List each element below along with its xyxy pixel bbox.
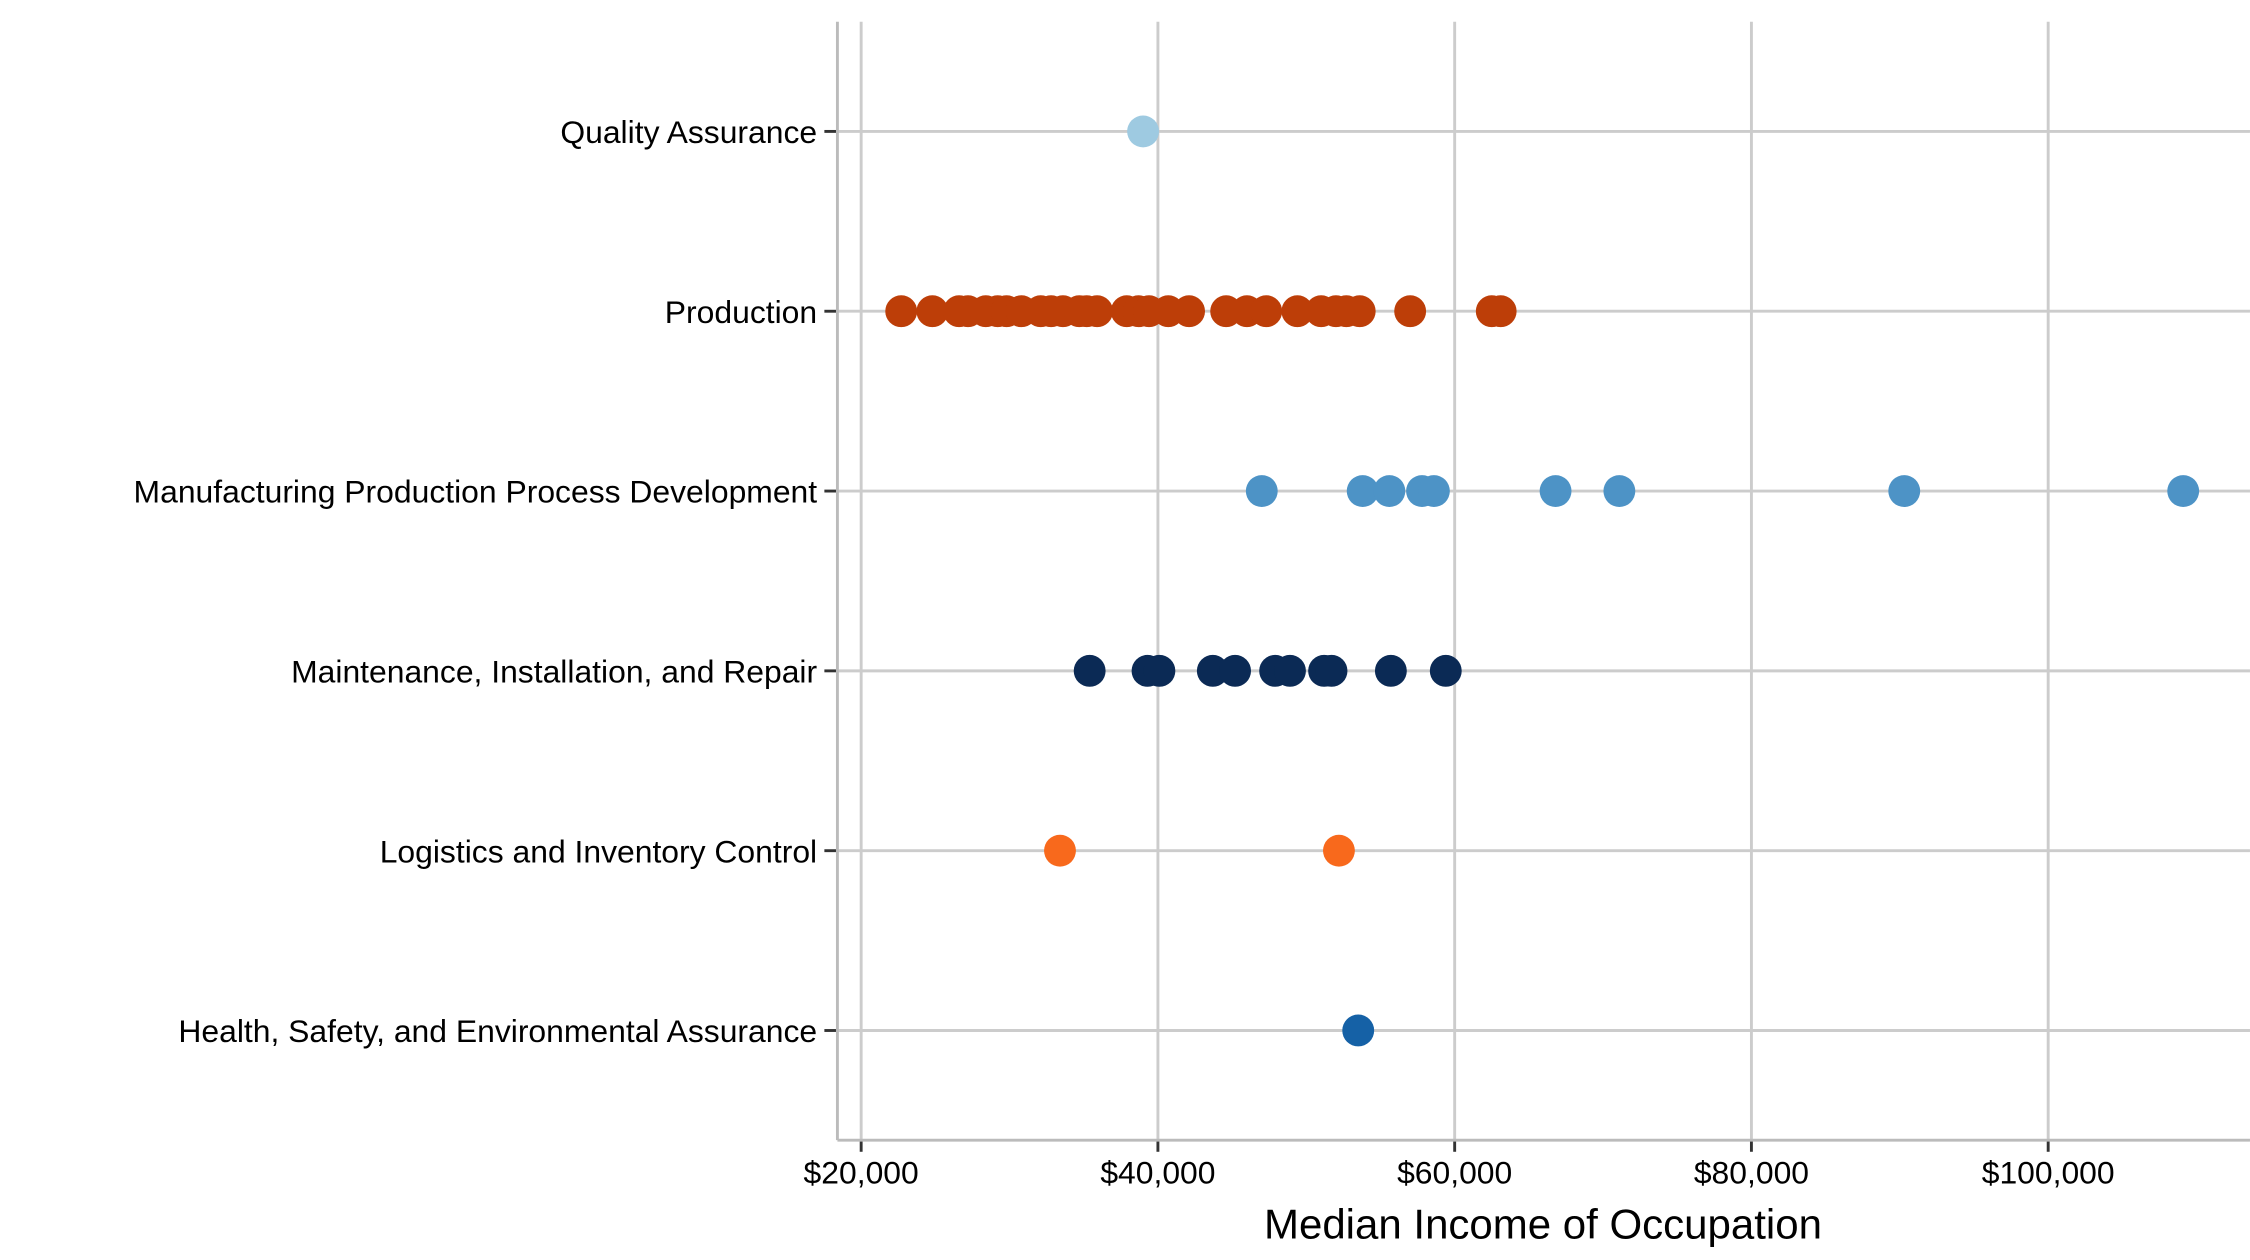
point (1322, 834, 1355, 867)
point (1342, 1014, 1375, 1047)
point (1073, 654, 1106, 687)
y-tick-label: Manufacturing Production Process Develop… (134, 474, 818, 510)
point (885, 295, 918, 328)
point (1603, 475, 1636, 507)
point (1539, 475, 1572, 507)
x-tick-label: $40,000 (1100, 1155, 1215, 1191)
point (1373, 475, 1406, 507)
point (1281, 295, 1314, 328)
y-tick-label: Maintenance, Installation, and Repair (291, 653, 817, 689)
point (916, 295, 949, 328)
point (1417, 475, 1450, 507)
point (1219, 654, 1252, 687)
point (1044, 834, 1076, 867)
point (1888, 475, 1921, 507)
point (1429, 654, 1462, 687)
y-tick-label: Logistics and Inventory Control (380, 833, 817, 869)
point (1484, 295, 1517, 328)
x-tick-label: $60,000 (1397, 1155, 1512, 1191)
point (1196, 654, 1229, 687)
point (1315, 654, 1348, 687)
x-tick-label: $100,000 (1982, 1155, 2115, 1191)
point (1343, 295, 1376, 328)
y-tick-label: Health, Safety, and Environmental Assura… (178, 1013, 817, 1049)
point (1081, 295, 1114, 328)
point (1346, 475, 1379, 507)
y-tick-label: Quality Assurance (560, 114, 817, 150)
point (1173, 295, 1206, 328)
point (2167, 475, 2200, 507)
point (1374, 654, 1407, 687)
point (1127, 115, 1160, 148)
point (1250, 295, 1283, 328)
point (1394, 295, 1427, 328)
y-tick-label: Production (665, 294, 817, 330)
point (1274, 654, 1306, 687)
x-tick-label: $20,000 (804, 1155, 919, 1191)
point (1143, 654, 1176, 687)
x-axis-title: Median Income of Occupation (1264, 1201, 1822, 1248)
point (1245, 475, 1278, 507)
x-tick-label: $80,000 (1694, 1155, 1809, 1191)
